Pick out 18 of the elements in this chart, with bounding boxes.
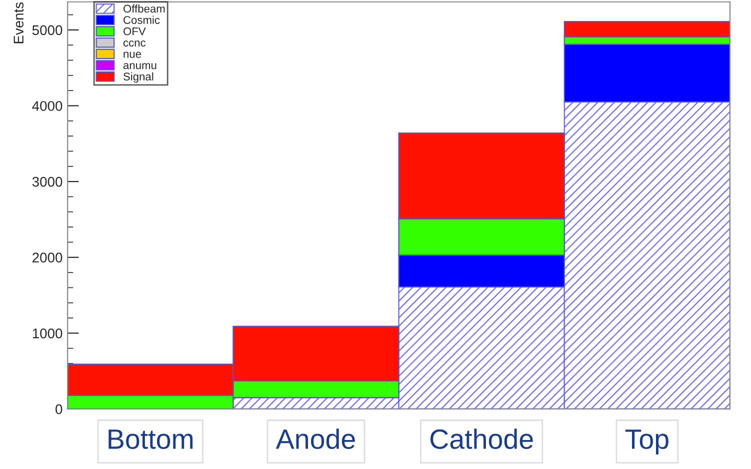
y-tick-label: 2000 <box>32 252 62 263</box>
legend-label: Offbeam <box>124 4 165 13</box>
legend-label: OFV <box>124 27 146 36</box>
legend-label: Signal <box>123 72 154 83</box>
x-tick-label: Anode <box>276 428 355 449</box>
legend-label: ccnc <box>123 40 146 47</box>
y-axis-title: Events <box>14 2 24 44</box>
y-tick-label: 0 <box>56 404 62 414</box>
y-tick-label: 4000 <box>32 101 62 111</box>
y-tick-label: 1000 <box>32 328 62 338</box>
legend-label: nue <box>124 52 142 58</box>
x-tick-label: Top <box>625 430 668 454</box>
x-tick-label: Bottom <box>108 430 193 449</box>
y-tick-label: 5000 <box>32 25 62 36</box>
y-tick-label: 3000 <box>32 176 62 187</box>
x-tick-label: Cathode <box>430 428 533 449</box>
legend-label: anumu <box>123 63 156 70</box>
legend-label: Cosmic <box>124 16 160 24</box>
